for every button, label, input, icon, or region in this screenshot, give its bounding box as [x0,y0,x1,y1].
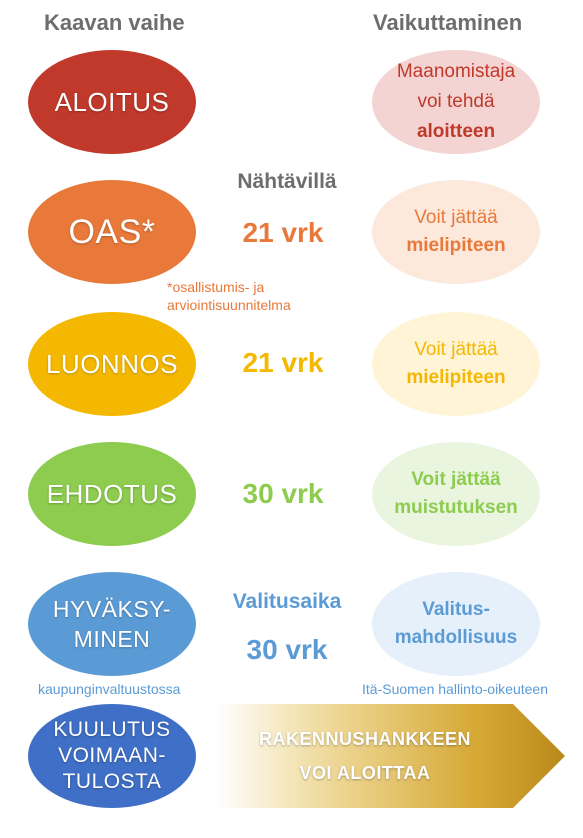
influence-muistutus-line1: Voit jättää [411,469,501,490]
influence-muistutus: Voit jättää muistutuksen [372,442,540,546]
influence-muistutus-line2: muistutuksen [394,497,518,518]
valitusaika-label: Valitusaika [232,590,342,613]
stage-kuulutus-line3: TULOSTA [62,770,162,793]
stage-kuulutus-line2: VOIMAAN- [58,744,166,767]
influence-valitus-line2: mahdollisuus [394,627,518,648]
court-note: Itä-Suomen hallinto-oikeuteen [362,681,549,697]
stage-ehdotus: EHDOTUS [28,442,196,546]
stage-aloitus: ALOITUS [28,50,196,154]
arrow-line2: VOI ALOITTAA [299,763,431,783]
influence-aloite-line3: aloitteen [416,121,496,142]
influence-aloite-line2: voi tehdä [417,91,495,112]
influence-valitus: Valitus- mahdollisuus [372,572,540,676]
stage-aloitus-label: ALOITUS [54,87,170,117]
influence-valitus-line1: Valitus- [422,599,490,620]
oas-days: 21 vrk [242,217,324,248]
influence-luonnos-line2: mielipiteen [406,367,506,388]
valitusaika-days: 30 vrk [246,634,328,665]
stage-oas-label: OAS* [68,213,156,251]
arrow-line1: RAKENNUSHANKKEEN [258,729,471,749]
influence-oas-line2: mielipiteen [406,235,506,256]
ehdotus-days: 30 vrk [242,478,324,509]
influence-luonnos-line1: Voit jättää [414,339,498,360]
stage-hyvaksyminen: HYVÄKSY- MINEN [28,572,196,676]
influence-aloite: Maanomistaja voi tehdä aloitteen [372,50,540,154]
influence-aloite-line1: Maanomistaja [396,61,516,82]
arrow-shape [215,704,565,808]
influence-luonnos-mielipide: Voit jättää mielipiteen [372,312,540,416]
oas-footnote-line2: arviointisuunnitelma [167,297,291,313]
oas-footnote: *osallistumis- ja arviointisuunnitelma [167,278,291,314]
stage-hyvaksyminen-line1: HYVÄKSY- [52,596,172,622]
stage-luonnos: LUONNOS [28,312,196,416]
arrow-text: RAKENNUSHANKKEEN VOI ALOITTAA [215,704,515,808]
stage-hyvaksyminen-line2: MINEN [73,626,151,652]
council-note: kaupunginvaltuustossa [38,681,181,697]
luonnos-days: 21 vrk [242,347,324,378]
header-vaikuttaminen: Vaikuttaminen [373,10,523,35]
stage-kuulutus-line1: KUULUTUS [53,718,171,741]
stage-oas: OAS* [28,180,196,284]
stage-luonnos-label: LUONNOS [45,349,179,379]
header-kaavan-vaihe: Kaavan vaihe [44,10,185,35]
stage-ehdotus-label: EHDOTUS [46,479,178,509]
nahtavilla-label: Nähtävillä [237,170,337,193]
oas-footnote-line1: *osallistumis- ja [167,279,265,295]
construction-arrow: RAKENNUSHANKKEEN VOI ALOITTAA [215,704,565,808]
influence-oas-mielipide: Voit jättää mielipiteen [372,180,540,284]
influence-oas-line1: Voit jättää [414,207,498,228]
stage-kuulutus: KUULUTUS VOIMAAN- TULOSTA [28,704,196,808]
